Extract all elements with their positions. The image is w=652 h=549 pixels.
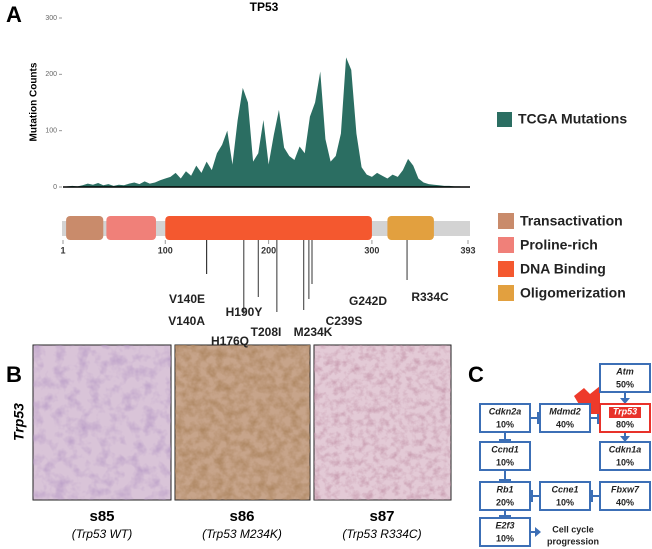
domain	[66, 216, 104, 240]
gene-node	[479, 481, 531, 511]
legend-swatch	[497, 112, 512, 127]
domain-legend-swatch	[498, 261, 514, 277]
arrowhead	[620, 436, 630, 442]
image-texture	[314, 345, 451, 500]
gene-node	[479, 441, 531, 471]
sample-name: s87	[369, 508, 394, 525]
gene-highlight	[609, 407, 641, 418]
y-tick-label: 300	[45, 15, 57, 22]
mutation-label: G242D	[349, 294, 387, 308]
gene-percent: 40%	[616, 497, 634, 507]
gene-name: Atm	[615, 366, 634, 376]
track-tick-label: 300	[364, 245, 379, 255]
legend-label: TCGA Mutations	[518, 111, 627, 127]
track-tick-label: 393	[460, 245, 475, 255]
gene-node	[599, 481, 651, 511]
chart-title: TP53	[250, 0, 279, 14]
domain-legend-label: Proline-rich	[520, 237, 598, 253]
histology-images	[32, 344, 452, 501]
domain-legend-swatch	[498, 285, 514, 301]
mutation-label: C239S	[326, 314, 363, 328]
mutation-label: V140E	[169, 292, 205, 306]
sample-genotype: (Trp53 R334C)	[342, 527, 421, 541]
y-tick-label: 0	[53, 184, 57, 191]
gene-node	[599, 441, 651, 471]
gene-percent: 80%	[616, 419, 634, 429]
panel-label: B	[6, 362, 22, 387]
track-tick-label: 100	[158, 245, 173, 255]
image-texture	[175, 345, 310, 500]
gene-name: Trp53	[613, 406, 637, 416]
domain-legend-swatch	[498, 237, 514, 253]
domain	[387, 216, 434, 240]
panel-label: C	[468, 362, 484, 387]
gene-percent: 10%	[616, 457, 634, 467]
arrowheads	[535, 398, 630, 537]
gene-node	[599, 363, 651, 393]
gene-percent: 10%	[496, 457, 514, 467]
gene-name: Rb1	[496, 484, 513, 494]
domain-legend-label: Oligomerization	[520, 285, 626, 301]
sample-name: s85	[89, 508, 114, 525]
sample-genotype: (Trp53 WT)	[72, 527, 132, 541]
y-tick-label: 100	[45, 128, 57, 135]
domain-legend-label: DNA Binding	[520, 261, 606, 277]
row-label: Trp53	[11, 403, 27, 441]
sample-genotype: (Trp53 M234K)	[202, 527, 282, 541]
mutation-label: V140A	[168, 314, 205, 328]
domain	[165, 216, 372, 240]
gene-percent: 50%	[616, 379, 634, 389]
gene-percent: 10%	[496, 533, 514, 543]
outcome-label: progression	[547, 536, 599, 546]
track-tick-label: 1	[60, 245, 65, 255]
gene-name: E2f3	[495, 520, 514, 530]
domain-legend-swatch	[498, 213, 514, 229]
image-texture	[33, 345, 171, 500]
gene-percent: 20%	[496, 497, 514, 507]
domain	[106, 216, 156, 240]
gene-name: Fbxw7	[611, 484, 640, 494]
pathway-edges	[499, 392, 626, 533]
gene-node	[479, 403, 531, 433]
gene-name: Mdmd2	[549, 406, 581, 416]
outcome-label: Cell cycle	[552, 524, 594, 534]
gene-name: Ccnd1	[491, 444, 519, 454]
y-tick-label: 200	[45, 71, 57, 78]
mutation-label: M234K	[294, 325, 333, 339]
gene-percent: 10%	[496, 419, 514, 429]
area	[63, 57, 468, 187]
gene-percent: 10%	[556, 497, 574, 507]
gene-name: Cdkn2a	[489, 406, 522, 416]
gene-node	[539, 481, 591, 511]
mutation-label: H176Q	[211, 334, 249, 348]
gene-name: Cdkn1a	[609, 444, 642, 454]
panel-label: A	[6, 2, 22, 27]
arrowhead	[535, 527, 541, 537]
arrowhead	[620, 398, 630, 404]
track-tick-label: 200	[261, 245, 276, 255]
domain-legend-label: Transactivation	[520, 213, 623, 229]
mutation-label: T208I	[251, 325, 282, 339]
gene-percent: 40%	[556, 419, 574, 429]
y-axis-label: Mutation Counts	[29, 62, 40, 141]
gene-node	[479, 517, 531, 547]
sample-name: s86	[229, 508, 254, 525]
mutation-label: H190Y	[226, 305, 263, 319]
gene-node	[539, 403, 591, 433]
mutation-label: R334C	[411, 290, 449, 304]
gene-name: Ccne1	[551, 484, 578, 494]
